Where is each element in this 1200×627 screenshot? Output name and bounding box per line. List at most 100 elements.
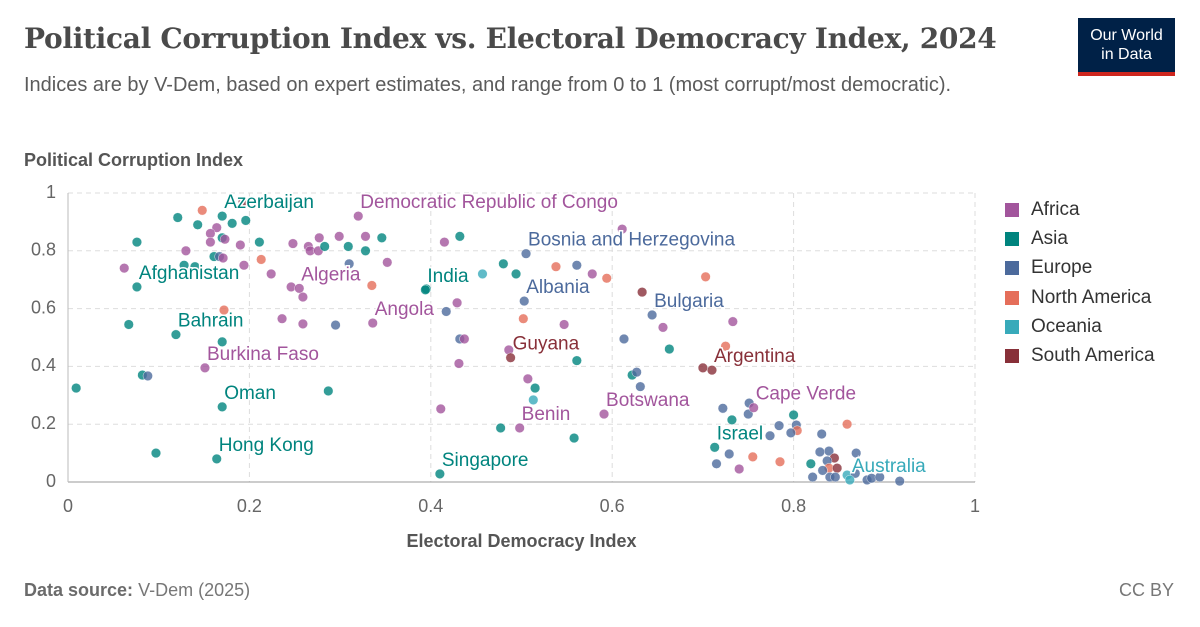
source-label: Data source: bbox=[24, 580, 134, 600]
data-point bbox=[823, 446, 834, 457]
x-tick-label: 1 bbox=[970, 496, 980, 516]
data-point bbox=[297, 292, 308, 303]
x-tick-label: 0.2 bbox=[237, 496, 262, 516]
data-point bbox=[367, 318, 378, 329]
data-point bbox=[519, 296, 530, 307]
data-point bbox=[277, 313, 288, 324]
legend-swatch bbox=[1005, 290, 1019, 305]
data-point bbox=[179, 260, 190, 271]
data-point bbox=[747, 451, 758, 462]
x-tick-label: 0.8 bbox=[781, 496, 806, 516]
data-point bbox=[238, 196, 249, 207]
data-point bbox=[439, 237, 450, 248]
data-point bbox=[805, 458, 816, 469]
data-point bbox=[266, 268, 277, 279]
data-point bbox=[599, 409, 610, 420]
point-label: Israel bbox=[717, 423, 763, 444]
legend-item[interactable]: South America bbox=[1005, 341, 1155, 370]
data-point bbox=[559, 319, 570, 330]
y-tick-label: 0 bbox=[46, 471, 56, 491]
data-point bbox=[420, 284, 431, 295]
data-point bbox=[453, 358, 464, 369]
point-label: Azerbaijan bbox=[224, 192, 314, 213]
data-point bbox=[217, 211, 228, 222]
data-point bbox=[238, 260, 249, 271]
data-point bbox=[323, 385, 334, 396]
data-point bbox=[844, 474, 855, 485]
legend-item[interactable]: Europe bbox=[1005, 254, 1155, 283]
data-point bbox=[142, 370, 153, 381]
legend-swatch bbox=[1005, 349, 1019, 364]
data-point bbox=[765, 430, 776, 441]
legend-item[interactable]: Africa bbox=[1005, 195, 1155, 224]
data-point bbox=[511, 268, 522, 279]
license[interactable]: CC BY bbox=[1118, 580, 1174, 600]
point-label: Burkina Faso bbox=[207, 344, 319, 365]
data-point bbox=[441, 306, 452, 317]
logo-bar bbox=[1078, 72, 1175, 76]
data-point bbox=[894, 476, 905, 487]
data-point bbox=[477, 268, 488, 279]
data-point bbox=[587, 268, 598, 279]
data-point bbox=[631, 367, 642, 378]
logo-line2: in Data bbox=[1101, 46, 1152, 63]
point-label: Democratic Republic of Congo bbox=[360, 192, 618, 213]
legend-item[interactable]: Oceania bbox=[1005, 312, 1155, 341]
data-point bbox=[830, 472, 841, 483]
legend-label: South America bbox=[1031, 345, 1155, 367]
data-point bbox=[571, 355, 582, 366]
data-point bbox=[601, 273, 612, 284]
y-tick-label: 0.6 bbox=[31, 297, 56, 317]
data-point bbox=[319, 241, 330, 252]
data-point bbox=[240, 215, 251, 226]
data-point bbox=[235, 240, 246, 251]
data-point bbox=[530, 383, 541, 394]
point-label: Singapore bbox=[442, 450, 529, 471]
owid-logo[interactable]: Our World in Data bbox=[1078, 18, 1175, 76]
data-point bbox=[131, 281, 142, 292]
y-tick-label: 0.2 bbox=[31, 413, 56, 433]
data-point bbox=[217, 401, 228, 412]
data-point bbox=[344, 258, 355, 269]
data-point bbox=[366, 280, 377, 291]
legend: Africa Asia Europe North America Oceania Sout… bbox=[1005, 195, 1155, 371]
source-value[interactable]: V-Dem (2025) bbox=[138, 580, 251, 600]
data-source: Data source: V-Dem (2025) bbox=[24, 580, 250, 601]
data-point bbox=[842, 419, 853, 430]
data-point bbox=[459, 333, 470, 344]
data-point bbox=[205, 228, 216, 239]
legend-swatch bbox=[1005, 261, 1019, 276]
legend-item[interactable]: North America bbox=[1005, 283, 1155, 312]
data-point bbox=[219, 305, 230, 316]
data-point bbox=[330, 320, 341, 331]
chart-title: Political Corruption Index vs. Electoral… bbox=[24, 22, 997, 55]
data-point bbox=[205, 237, 216, 248]
legend-swatch bbox=[1005, 231, 1019, 246]
legend-label: Africa bbox=[1031, 198, 1080, 220]
data-point bbox=[635, 381, 646, 392]
data-point bbox=[170, 329, 181, 340]
data-point bbox=[700, 271, 711, 282]
data-point bbox=[664, 344, 675, 355]
legend-item[interactable]: Asia bbox=[1005, 224, 1155, 253]
y-tick-label: 0.8 bbox=[31, 240, 56, 260]
data-point bbox=[571, 260, 582, 271]
data-point bbox=[172, 212, 183, 223]
data-point bbox=[550, 261, 561, 272]
point-label: Cape Verde bbox=[756, 384, 856, 405]
data-point bbox=[874, 472, 885, 483]
x-tick-label: 0.4 bbox=[418, 496, 443, 516]
legend-swatch bbox=[1005, 319, 1019, 334]
data-point bbox=[218, 253, 229, 264]
data-point bbox=[785, 427, 796, 438]
point-label: Bahrain bbox=[178, 311, 244, 332]
data-point bbox=[286, 281, 297, 292]
data-point bbox=[314, 232, 325, 243]
y-tick-label: 1 bbox=[46, 182, 56, 202]
data-point bbox=[788, 409, 799, 420]
point-label: Argentina bbox=[714, 346, 796, 367]
data-point bbox=[518, 313, 529, 324]
data-point bbox=[618, 333, 629, 344]
data-point bbox=[131, 237, 142, 248]
data-point bbox=[71, 383, 82, 394]
